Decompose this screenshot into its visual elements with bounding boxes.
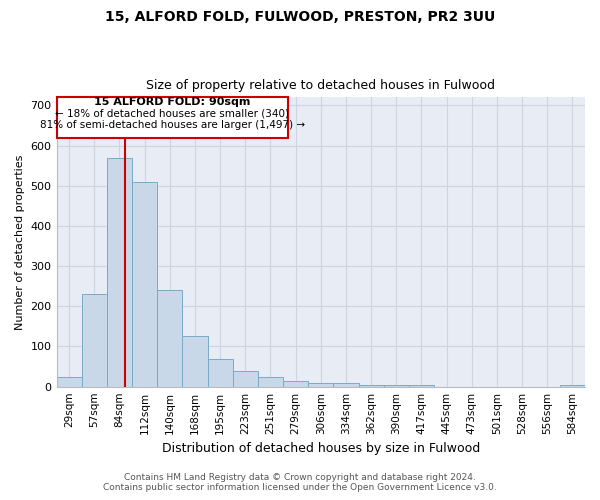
Bar — [283, 380, 308, 386]
Bar — [157, 290, 182, 386]
Text: 15 ALFORD FOLD: 90sqm: 15 ALFORD FOLD: 90sqm — [94, 97, 250, 107]
Text: Contains HM Land Registry data © Crown copyright and database right 2024.: Contains HM Land Registry data © Crown c… — [124, 474, 476, 482]
Bar — [258, 376, 283, 386]
Bar — [308, 382, 334, 386]
Text: 81% of semi-detached houses are larger (1,497) →: 81% of semi-detached houses are larger (… — [40, 120, 305, 130]
Y-axis label: Number of detached properties: Number of detached properties — [15, 154, 25, 330]
Bar — [208, 358, 233, 386]
FancyBboxPatch shape — [56, 98, 288, 138]
Title: Size of property relative to detached houses in Fulwood: Size of property relative to detached ho… — [146, 79, 495, 92]
Bar — [233, 370, 258, 386]
Bar — [334, 382, 359, 386]
Bar — [56, 376, 82, 386]
Bar — [107, 158, 132, 386]
Bar — [560, 384, 585, 386]
Bar — [409, 384, 434, 386]
X-axis label: Distribution of detached houses by size in Fulwood: Distribution of detached houses by size … — [161, 442, 480, 455]
Text: Contains public sector information licensed under the Open Government Licence v3: Contains public sector information licen… — [103, 484, 497, 492]
Bar — [383, 384, 409, 386]
Bar — [359, 384, 383, 386]
Text: ← 18% of detached houses are smaller (340): ← 18% of detached houses are smaller (34… — [55, 108, 289, 118]
Bar — [182, 336, 208, 386]
Bar — [132, 182, 157, 386]
Bar — [82, 294, 107, 386]
Text: 15, ALFORD FOLD, FULWOOD, PRESTON, PR2 3UU: 15, ALFORD FOLD, FULWOOD, PRESTON, PR2 3… — [105, 10, 495, 24]
